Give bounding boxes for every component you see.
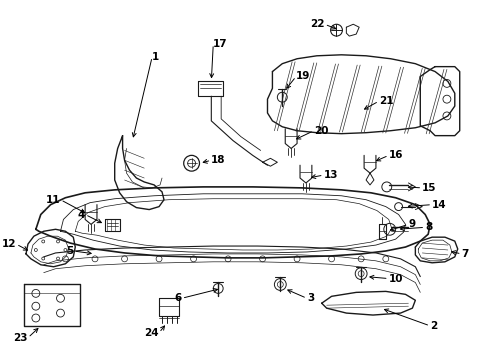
Text: 9: 9 xyxy=(407,219,415,229)
Text: 20: 20 xyxy=(313,126,327,136)
Text: 4: 4 xyxy=(78,210,85,220)
Text: 10: 10 xyxy=(388,274,403,284)
Text: 17: 17 xyxy=(213,39,227,49)
Text: 8: 8 xyxy=(425,222,431,232)
Text: 3: 3 xyxy=(306,293,313,303)
Text: 5: 5 xyxy=(66,246,73,256)
Text: 11: 11 xyxy=(46,195,61,205)
Text: 21: 21 xyxy=(378,96,392,106)
Text: 22: 22 xyxy=(309,19,324,29)
Text: 13: 13 xyxy=(323,170,338,180)
Text: 1: 1 xyxy=(152,52,159,62)
Text: 14: 14 xyxy=(431,200,446,210)
Text: 24: 24 xyxy=(144,328,159,338)
Text: 15: 15 xyxy=(422,183,436,193)
Text: 6: 6 xyxy=(174,293,182,303)
Text: 16: 16 xyxy=(388,150,403,160)
Text: 18: 18 xyxy=(211,155,225,165)
Text: 12: 12 xyxy=(1,239,16,249)
Text: 2: 2 xyxy=(429,321,436,331)
Text: 23: 23 xyxy=(14,333,28,343)
Text: 19: 19 xyxy=(295,72,310,81)
Text: 7: 7 xyxy=(461,249,468,259)
